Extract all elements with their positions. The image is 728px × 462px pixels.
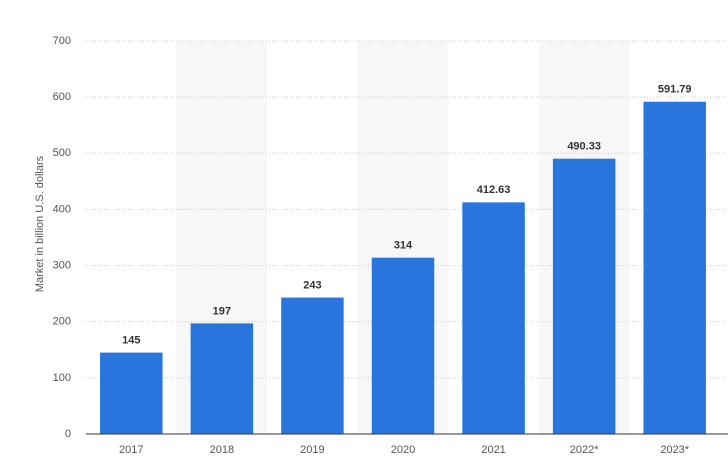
y-tick-label: 700 [53, 35, 71, 47]
value-label: 314 [394, 240, 413, 252]
y-tick-label: 600 [53, 91, 71, 103]
x-tick-label: 2017 [119, 444, 143, 456]
x-tick-label: 2018 [210, 444, 234, 456]
value-label: 197 [213, 305, 231, 317]
value-label: 490.33 [567, 141, 601, 153]
y-tick-label: 200 [53, 316, 71, 328]
x-tick-label: 2020 [391, 444, 415, 456]
y-tick-label: 400 [53, 203, 71, 215]
value-label: 243 [303, 279, 321, 291]
x-tick-label: 2022* [570, 444, 599, 456]
bar [643, 101, 706, 434]
y-tick-label: 500 [53, 147, 71, 159]
y-axis-label: Market in billion U.S. dollars [34, 155, 46, 292]
bar [281, 297, 344, 434]
x-tick-label: 2019 [300, 444, 324, 456]
y-tick-label: 0 [65, 428, 71, 440]
bar [190, 323, 254, 434]
bar [100, 352, 163, 434]
bar [552, 158, 616, 434]
value-label: 591.79 [658, 84, 692, 96]
x-tick-label: 2021 [481, 444, 505, 456]
value-label: 412.63 [477, 184, 511, 196]
bar [462, 202, 525, 434]
y-tick-label: 100 [53, 372, 71, 384]
bar [371, 257, 435, 434]
x-tick-label: 2023* [660, 444, 689, 456]
y-tick-label: 300 [53, 259, 71, 271]
value-label: 145 [122, 334, 140, 346]
